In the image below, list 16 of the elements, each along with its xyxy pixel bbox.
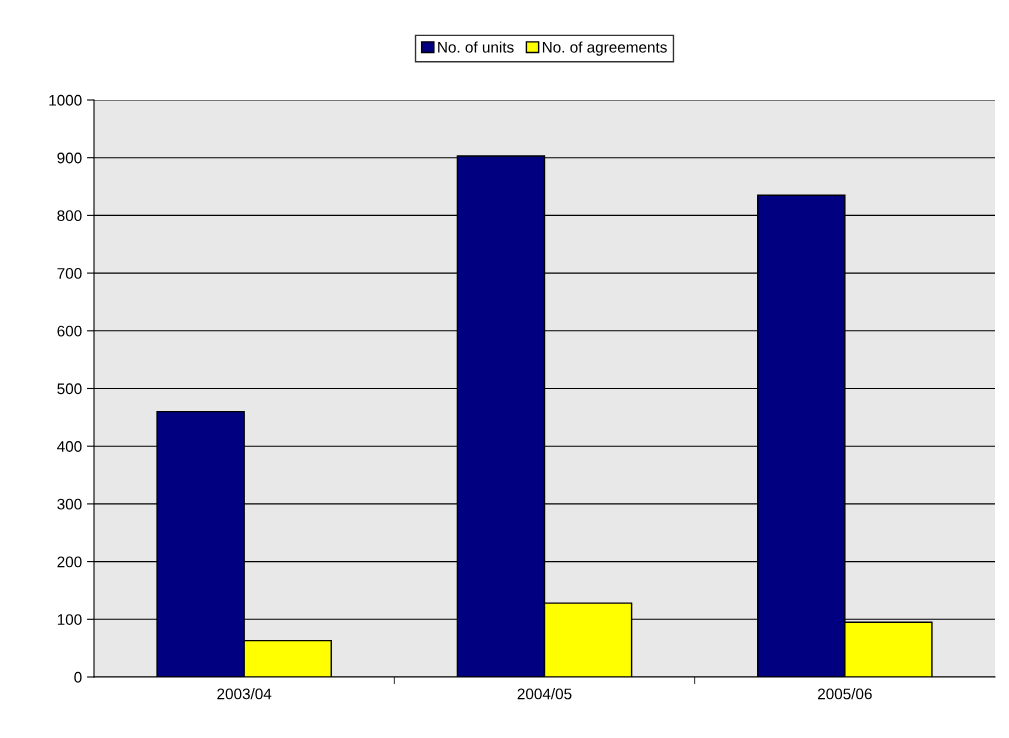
y-tick-label: 100 [57,614,82,625]
y-tick-label: 1000 [49,94,82,106]
y-tick-label: 300 [57,498,82,510]
x-tick-label: 2004/05 [517,688,572,700]
legend-label: No. of units [438,41,514,53]
y-tick-label: 400 [57,441,82,452]
y-tick-label: 200 [57,556,82,568]
y-tick-label: 600 [57,325,82,337]
y-tick-label: 900 [57,152,82,164]
y-tick-label: 0 [74,671,82,683]
x-tick-label: 2003/04 [217,688,272,700]
y-tick-label: 800 [57,210,82,222]
x-tick-label: 2005/06 [817,688,872,700]
y-tick-label: 700 [57,267,82,279]
y-tick-label: 500 [57,383,82,395]
legend-label: No. of agreements [542,41,667,56]
